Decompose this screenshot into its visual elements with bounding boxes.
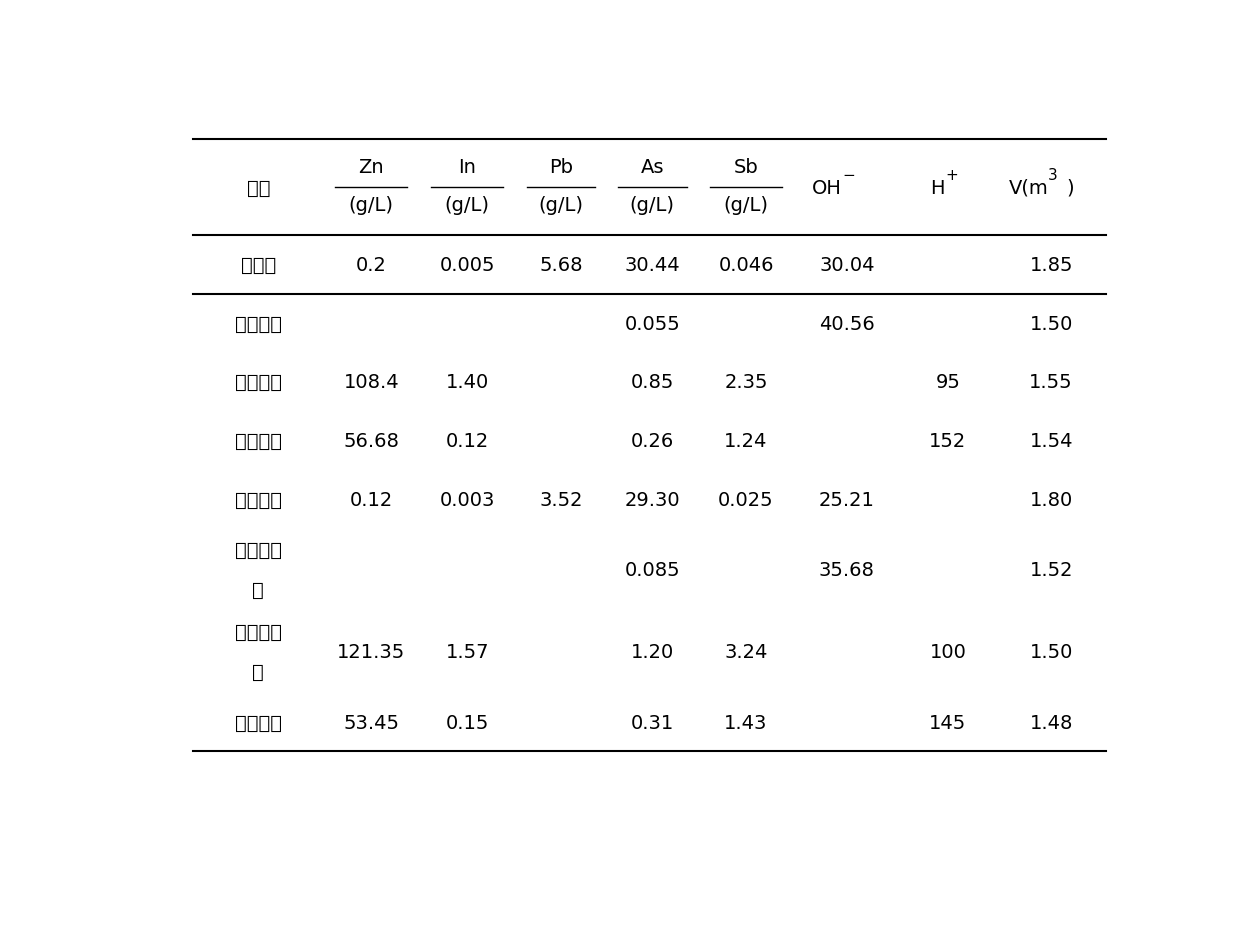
Text: 1.85: 1.85 xyxy=(1029,256,1073,275)
Text: 30.04: 30.04 xyxy=(820,256,874,275)
Text: 1.54: 1.54 xyxy=(1029,432,1073,451)
Text: 酸二次液: 酸二次液 xyxy=(234,432,281,451)
Text: 1.50: 1.50 xyxy=(1029,642,1073,662)
Text: 30.44: 30.44 xyxy=(625,256,680,275)
Text: In: In xyxy=(459,158,476,176)
Text: 145: 145 xyxy=(929,713,966,731)
Text: 3.24: 3.24 xyxy=(724,642,768,662)
Text: 29.30: 29.30 xyxy=(625,490,680,509)
Text: 0.055: 0.055 xyxy=(625,314,681,334)
Text: 2.35: 2.35 xyxy=(724,373,768,392)
Text: 元素: 元素 xyxy=(247,179,270,197)
Text: 1.80: 1.80 xyxy=(1029,490,1073,509)
Text: 酸一次液: 酸一次液 xyxy=(234,373,281,392)
Text: 1.24: 1.24 xyxy=(724,432,768,451)
Text: (g/L): (g/L) xyxy=(348,196,394,215)
Text: 液: 液 xyxy=(253,580,264,600)
Text: 53.45: 53.45 xyxy=(343,713,399,731)
Text: 0.005: 0.005 xyxy=(439,256,495,275)
Text: 56.68: 56.68 xyxy=(343,432,399,451)
Text: 40.56: 40.56 xyxy=(820,314,874,334)
Text: 笜浸液: 笜浸液 xyxy=(241,256,277,275)
Text: (g/L): (g/L) xyxy=(630,196,675,215)
Text: 1.48: 1.48 xyxy=(1029,713,1073,731)
Text: 0.31: 0.31 xyxy=(631,713,675,731)
Text: 95: 95 xyxy=(935,373,960,392)
Text: 100: 100 xyxy=(930,642,966,662)
Text: 1.50: 1.50 xyxy=(1029,314,1073,334)
Text: (g/L): (g/L) xyxy=(538,196,584,215)
Text: Pb: Pb xyxy=(549,158,573,176)
Text: 0.085: 0.085 xyxy=(625,560,680,579)
Text: 返笜浸液: 返笜浸液 xyxy=(234,490,281,509)
Text: 25.21: 25.21 xyxy=(818,490,875,509)
Text: OH: OH xyxy=(812,179,842,197)
Text: 返酸一次: 返酸一次 xyxy=(234,622,281,641)
Text: 1.40: 1.40 xyxy=(445,373,489,392)
Text: 0.046: 0.046 xyxy=(718,256,774,275)
Text: 0.025: 0.025 xyxy=(718,490,774,509)
Text: 3: 3 xyxy=(1048,168,1058,183)
Text: +: + xyxy=(945,168,957,183)
Text: 0.2: 0.2 xyxy=(356,256,387,275)
Text: 返沉砷后: 返沉砷后 xyxy=(234,540,281,559)
Text: 1.55: 1.55 xyxy=(1029,373,1073,392)
Text: −: − xyxy=(842,168,854,183)
Text: 1.57: 1.57 xyxy=(445,642,489,662)
Text: 0.15: 0.15 xyxy=(445,713,489,731)
Text: 5.68: 5.68 xyxy=(539,256,583,275)
Text: 108.4: 108.4 xyxy=(343,373,399,392)
Text: (g/L): (g/L) xyxy=(723,196,769,215)
Text: 3.52: 3.52 xyxy=(539,490,583,509)
Text: Zn: Zn xyxy=(358,158,384,176)
Text: 沉砷后液: 沉砷后液 xyxy=(234,314,281,334)
Text: 液: 液 xyxy=(253,663,264,681)
Text: 0.85: 0.85 xyxy=(631,373,675,392)
Text: 0.26: 0.26 xyxy=(631,432,675,451)
Text: ): ) xyxy=(1066,179,1074,197)
Text: H: H xyxy=(930,179,945,197)
Text: Sb: Sb xyxy=(734,158,759,176)
Text: 1.43: 1.43 xyxy=(724,713,768,731)
Text: 121.35: 121.35 xyxy=(337,642,405,662)
Text: 0.003: 0.003 xyxy=(440,490,495,509)
Text: 1.20: 1.20 xyxy=(631,642,675,662)
Text: 1.52: 1.52 xyxy=(1029,560,1073,579)
Text: 返酸二次: 返酸二次 xyxy=(234,713,281,731)
Text: As: As xyxy=(641,158,665,176)
Text: 0.12: 0.12 xyxy=(445,432,489,451)
Text: 0.12: 0.12 xyxy=(350,490,393,509)
Text: (g/L): (g/L) xyxy=(445,196,490,215)
Text: 152: 152 xyxy=(929,432,966,451)
Text: 35.68: 35.68 xyxy=(818,560,875,579)
Text: V(m: V(m xyxy=(1008,179,1048,197)
